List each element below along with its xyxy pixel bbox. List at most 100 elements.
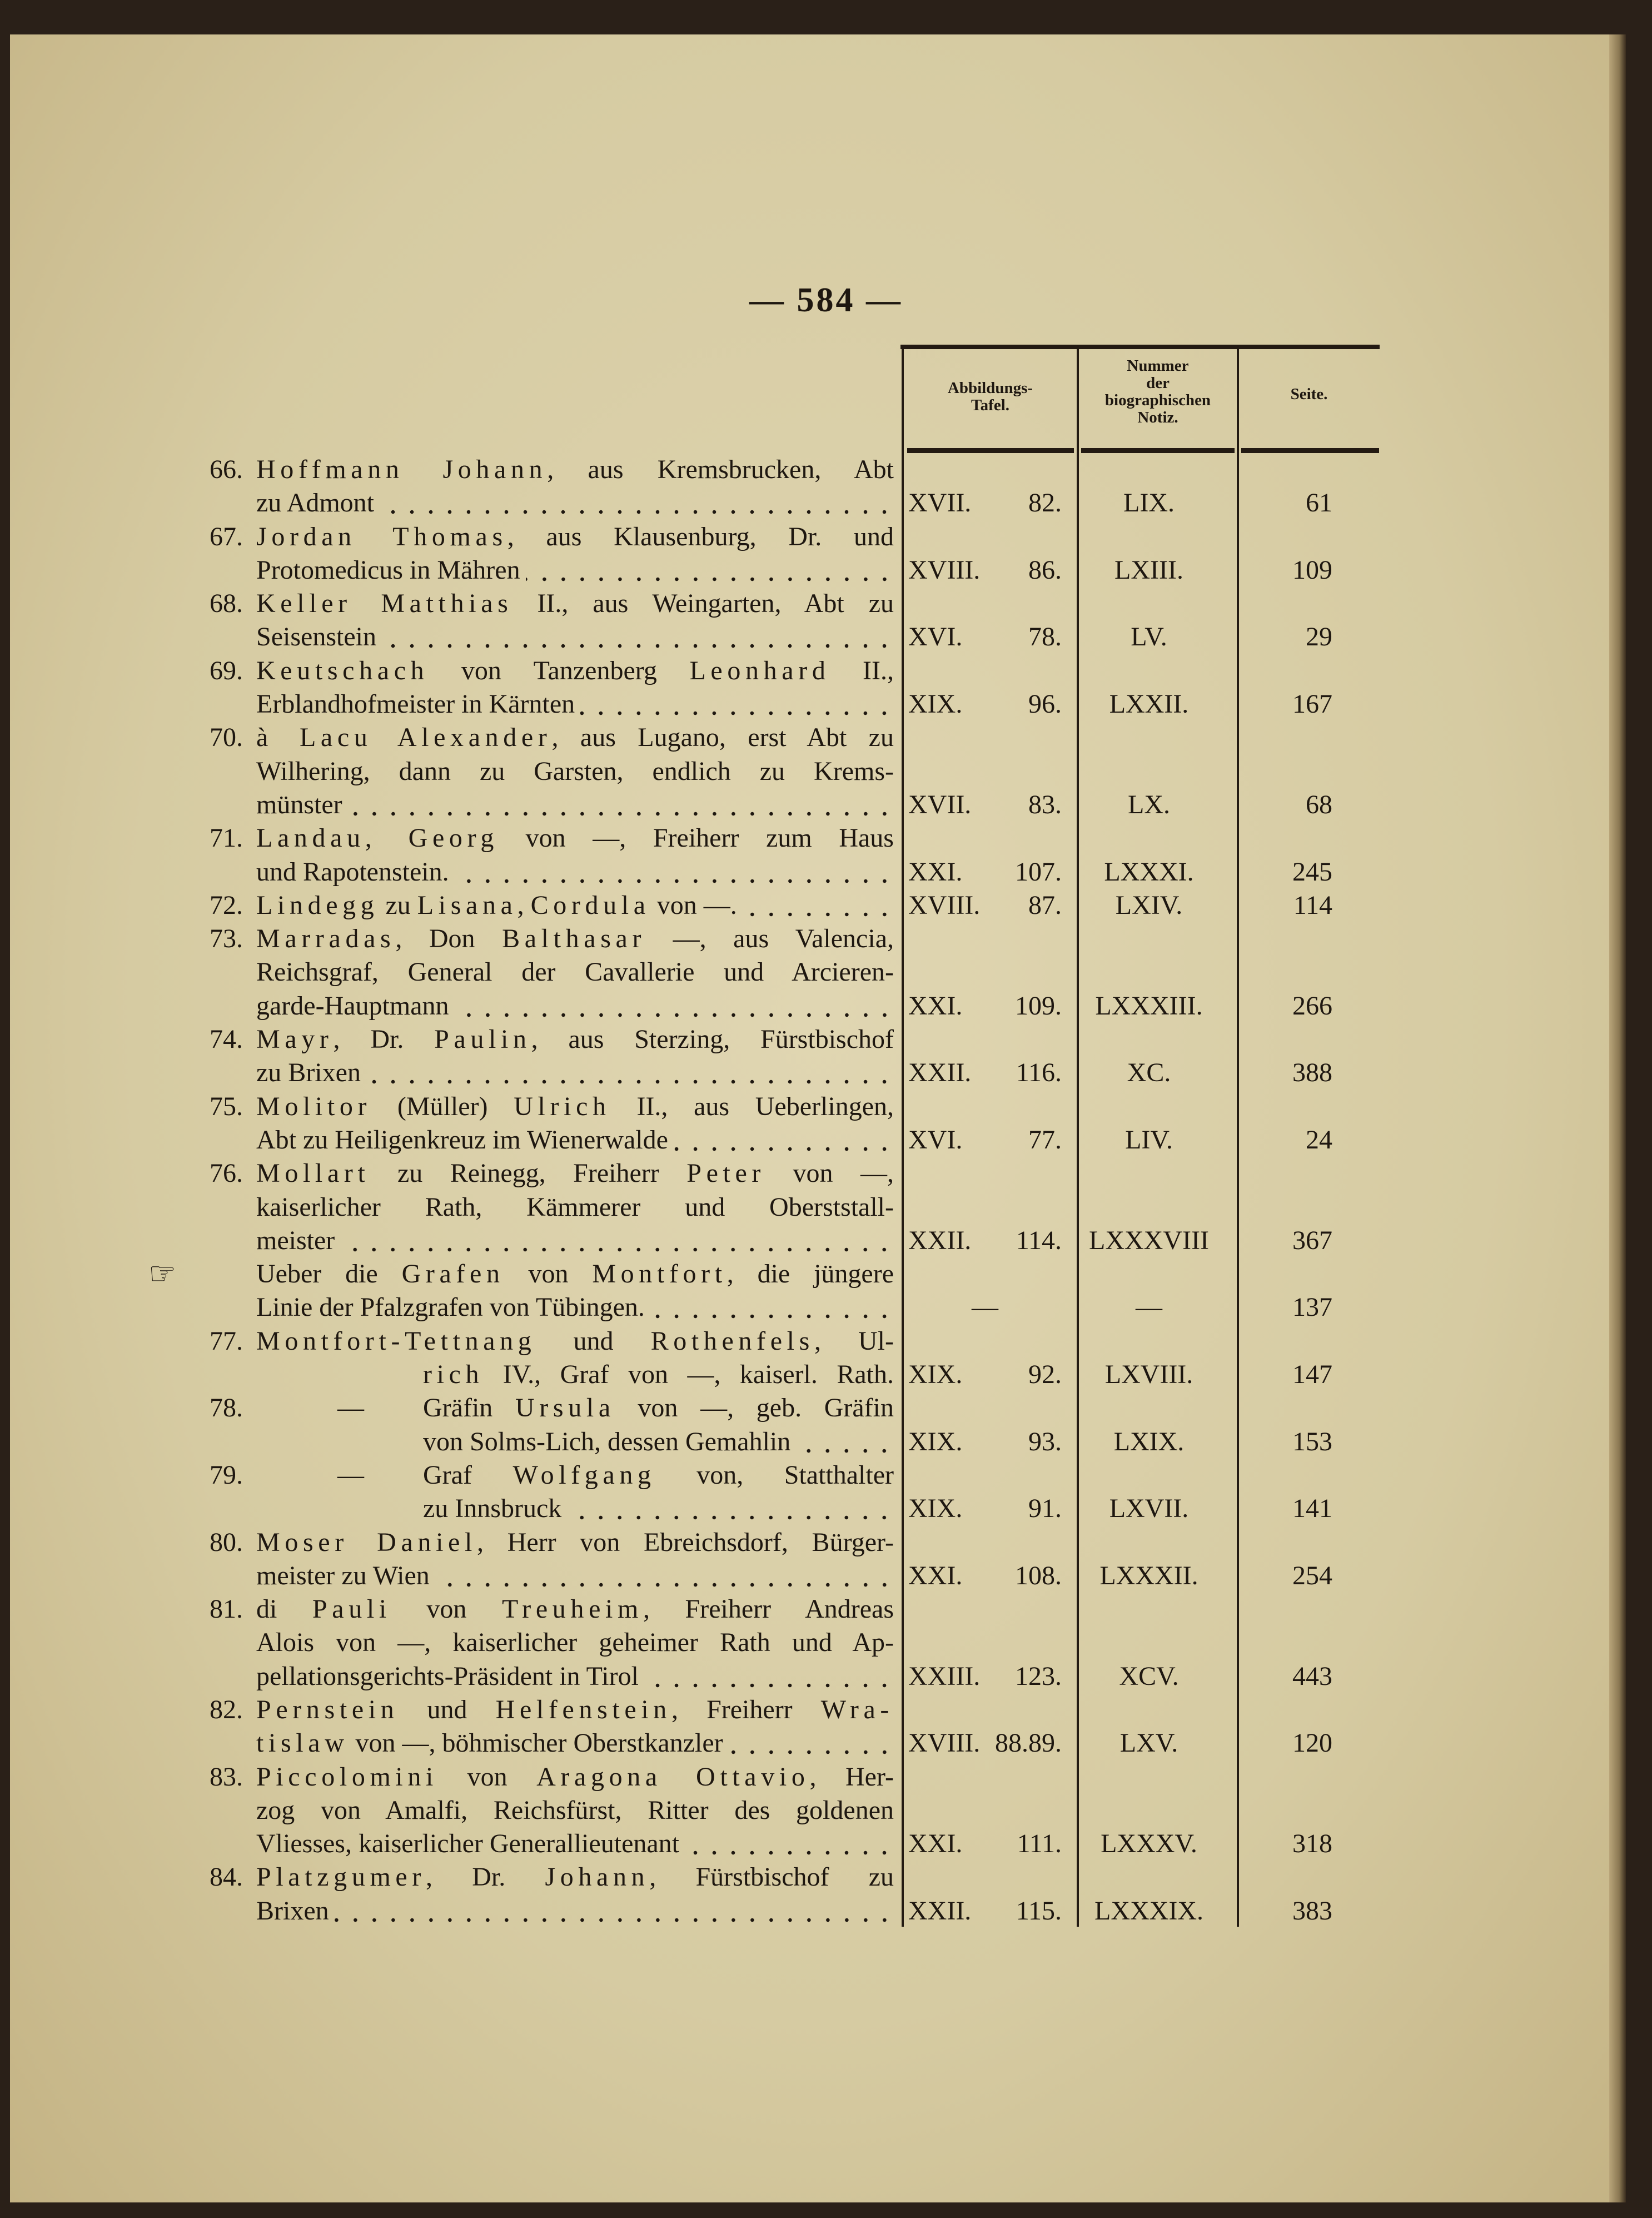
spaced-name: Wolfgang — [512, 1460, 656, 1490]
dot-leader — [366, 1056, 894, 1090]
entry-text: 72. Lindegg zu Lisana, Cordula von —. — [210, 888, 894, 922]
cell-seite: 141 — [1292, 1494, 1332, 1524]
index-entry: 76. Mollart zu Reinegg, Freiherr Peter vo… — [210, 1157, 1382, 1257]
entry-number: 67. — [210, 521, 243, 551]
entry-number — [210, 1894, 256, 1928]
entry-line: 81. di Pauli von Treuheim, Freiherr Andre… — [210, 1593, 894, 1626]
entry-line-text: Graf Wolfgang von, Statthalter — [256, 1459, 894, 1492]
entry-number: 69. — [210, 655, 243, 685]
entry-line: ☞ Ueber die Grafen von Montfort, die jüng… — [148, 1257, 894, 1291]
entry-number: 76. — [210, 1158, 243, 1188]
tafel-number: 91. — [1028, 1494, 1062, 1524]
page-number: — 584 — — [749, 281, 903, 319]
header-rule-1 — [907, 448, 1074, 453]
spaced-name: rich — [423, 1360, 484, 1390]
entry-line-text: Mollart zu Reinegg, Freiherr Peter von —… — [256, 1157, 894, 1190]
tafel-roman: XXII. — [908, 1896, 972, 1926]
entry-line: 73. Marradas, Don Balthasar —, aus Valenc… — [210, 922, 894, 956]
entry-line: 79. — Graf Wolfgang von, Statthalter — [210, 1459, 894, 1492]
entry-line: Vliesses, kaiserlicher Generallieutenant — [210, 1827, 894, 1861]
line-content: Mollart zu Reinegg, Freiherr Peter von —… — [256, 1158, 894, 1188]
entry-number — [210, 1291, 256, 1324]
table-top-rule — [900, 345, 1380, 349]
spaced-name: Moser Daniel — [256, 1527, 477, 1557]
entry-line: zu Admont — [210, 486, 894, 520]
entry-line: Reichsgraf, General der Cavallerie und A… — [210, 956, 894, 989]
cell-notiz-number: LXV. — [1119, 1728, 1178, 1758]
tafel-number: 92. — [1028, 1360, 1062, 1390]
cell-seite: 147 — [1292, 1360, 1332, 1390]
spaced-name: Montfort — [592, 1259, 727, 1289]
cell-abbildungs-tafel: XVIII. 86. — [894, 554, 1069, 587]
cell-abbildungs-tafel: XXIII. 123. — [894, 1660, 1069, 1693]
line-content: münster — [256, 789, 342, 819]
entry-number — [210, 554, 256, 587]
spaced-name: Hoffmann Johann — [256, 455, 548, 484]
entry-line: Seisenstein — [210, 620, 894, 654]
tafel-roman: XVIII. — [908, 1728, 981, 1758]
header-nummer-notiz: Nummer der biographischen Notiz. — [1079, 357, 1237, 426]
spaced-name: Treuheim — [501, 1594, 643, 1624]
entry-line-text: Brixen — [256, 1894, 894, 1928]
entry-line-text: Vliesses, kaiserlicher Generallieutenant — [256, 1827, 894, 1861]
cell-seite: 109 — [1292, 555, 1332, 585]
cell-abbildungs-tafel: XVII. 82. — [894, 486, 1069, 520]
entry-line-text: kaiserlicher Rath, Kämmerer und Oberstst… — [256, 1191, 894, 1224]
entry-number — [210, 486, 256, 520]
entry-line: 77. Montfort-Tettnang und Rothenfels, Ul- — [210, 1325, 894, 1358]
cell-seite: 318 — [1292, 1829, 1332, 1859]
index-entry: 66. Hoffmann Johann, aus Kremsbrucken, Ab… — [210, 453, 1382, 520]
cell-seite: 266 — [1292, 991, 1332, 1021]
tafel-roman: XVI. — [908, 622, 963, 652]
spaced-name: Platzgumer — [256, 1862, 426, 1892]
line-content: rich IV., Graf von —, kaiserl. Rath. — [423, 1360, 894, 1390]
index-entry: 82. Pernstein und Helfenstein, Freiherr W… — [210, 1693, 1382, 1761]
line-content: meister — [256, 1225, 335, 1255]
tafel-roman: XXIII. — [908, 1661, 981, 1691]
entry-number — [210, 788, 256, 822]
spaced-name: Rothenfels — [650, 1326, 814, 1356]
tafel-roman: XVIII. — [908, 555, 981, 585]
header-line: Abbildungs- — [947, 379, 1033, 397]
entry-line-text: pellationsgerichts-Präsident in Tirol — [256, 1659, 894, 1693]
tafel-number: 87. — [1028, 890, 1062, 920]
pointing-hand-icon: ☞ — [148, 1257, 177, 1292]
line-content: Landau, Georg von —, Freiherr zum Haus — [256, 823, 894, 853]
spaced-name: Paulin — [434, 1025, 531, 1055]
entry-number — [210, 1224, 256, 1257]
cell-notiz-number: LXXII. — [1109, 689, 1189, 719]
entry-text: 73. Marradas, Don Balthasar —, aus Valenc… — [210, 922, 894, 1023]
cell-seite: 114 — [1293, 890, 1332, 920]
entry-line: zog von Amalfi, Reichsfürst, Ritter des … — [210, 1794, 894, 1827]
cell-abbildungs-tafel: XVII. 83. — [894, 788, 1069, 822]
cell-abbildungs-tafel: — — [894, 1291, 1069, 1324]
entry-line-text: von Solms-Lich, dessen Gemahlin — [256, 1425, 894, 1459]
entry-text: 84. Platzgumer, Dr. Johann, Fürstbischof … — [210, 1861, 894, 1928]
entry-line: meister — [210, 1224, 894, 1257]
cell-notiz-number: LIV. — [1125, 1125, 1173, 1155]
spaced-name: Helfenstein — [495, 1694, 671, 1724]
spaced-name: Ursula — [515, 1393, 615, 1423]
tafel-roman: XVIII. — [908, 890, 981, 920]
line-content: Wilhering, dann zu Garsten, endlich zu K… — [256, 756, 894, 786]
line-content: Hoffmann Johann, aus Kremsbrucken, Abt — [256, 455, 894, 484]
spaced-name: Lindegg — [256, 890, 379, 920]
entry-line-text: Hoffmann Johann, aus Kremsbrucken, Abt — [256, 453, 894, 486]
tafel-number: 114. — [1016, 1225, 1062, 1255]
line-content: Piccolomini von Aragona Ottavio, Her- — [256, 1762, 894, 1792]
entry-number — [210, 1056, 256, 1090]
line-content: Ueber die Grafen von Montfort, die jünge… — [256, 1259, 894, 1289]
entry-line: 80. Moser Daniel, Herr von Ebreichsdorf, … — [210, 1526, 894, 1559]
entry-line: 68. Keller Matthias II., aus Weingarten, … — [210, 587, 894, 620]
ditto-dash: — — [337, 1393, 364, 1423]
entry-line-text: Alois von —, kaiserlicher geheimer Rath … — [256, 1626, 894, 1659]
header-line: der — [1146, 374, 1170, 392]
entry-text: 77. Montfort-Tettnang und Rothenfels, Ul-… — [210, 1325, 894, 1392]
entry-line: münster — [210, 788, 894, 822]
entry-text: 67. Jordan Thomas, aus Klausenburg, Dr. u… — [210, 520, 894, 588]
column-divider — [1237, 346, 1239, 1927]
spaced-name: Keller Matthias — [256, 589, 513, 619]
line-content: Keller Matthias II., aus Weingarten, Abt… — [256, 589, 894, 619]
dot-leader — [650, 1291, 894, 1325]
entry-number: 74. — [210, 1025, 243, 1055]
